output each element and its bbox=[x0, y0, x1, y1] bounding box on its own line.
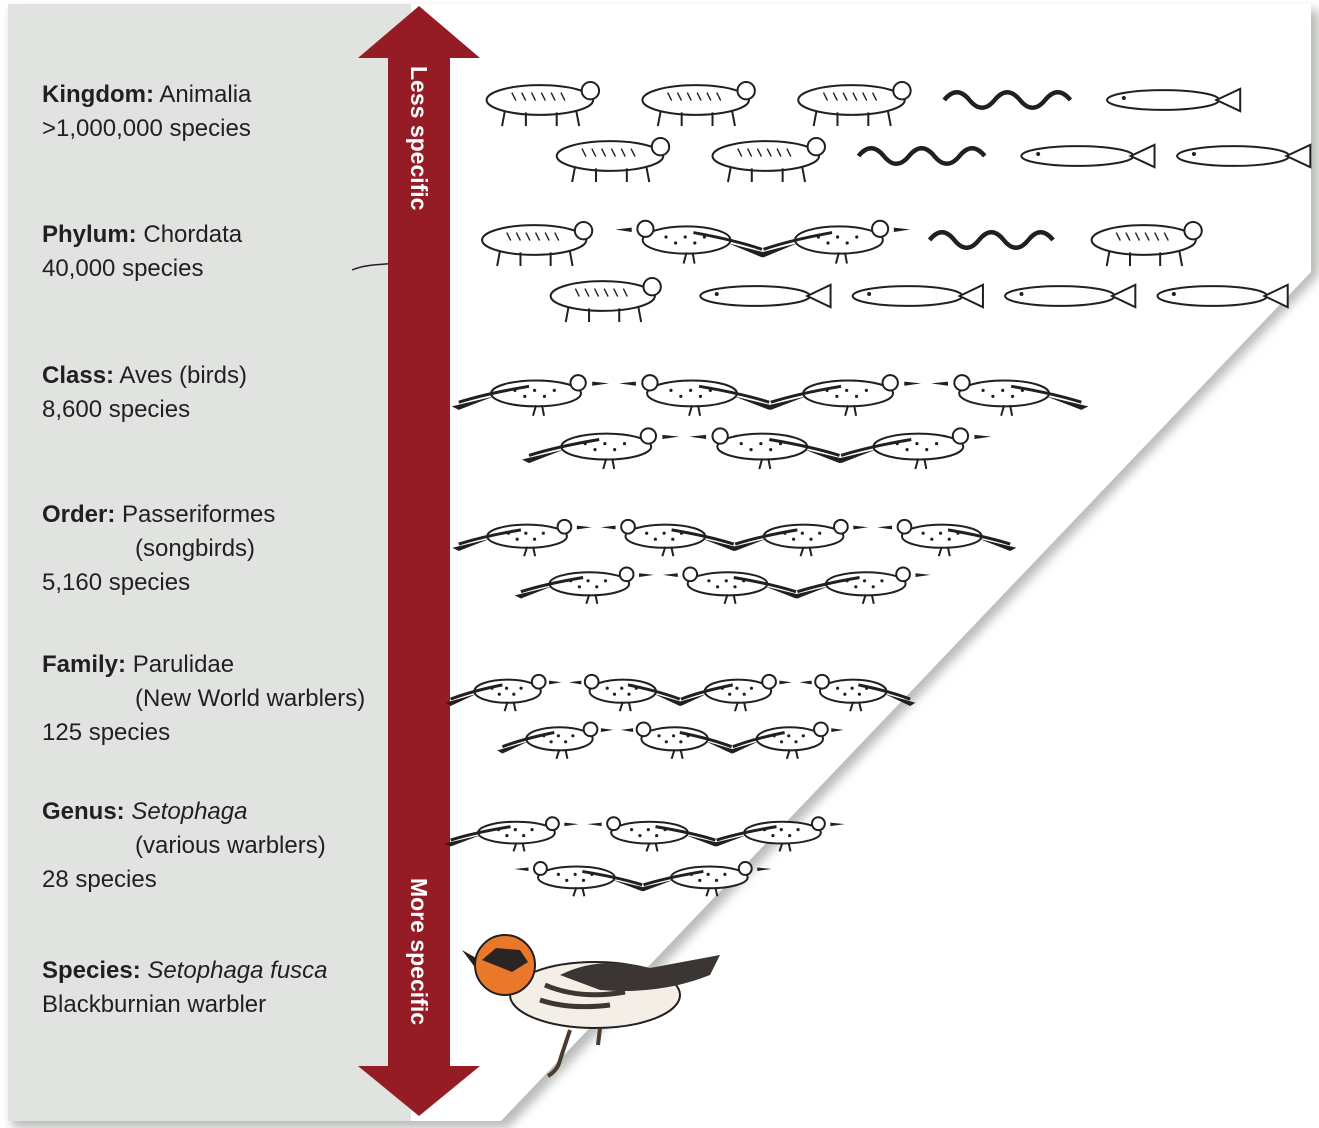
eagle-icon bbox=[521, 427, 680, 470]
warbler-icon bbox=[514, 861, 649, 897]
warbler-icon bbox=[497, 721, 614, 760]
taxon-name: Animalia bbox=[159, 81, 252, 108]
spider-icon bbox=[641, 81, 756, 127]
animal-illustrations bbox=[444, 81, 1312, 1078]
tiger-icon bbox=[549, 277, 662, 323]
rank-name: Family: bbox=[42, 651, 127, 678]
rank-order: Order: Passeriformes (songbirds) 5,160 s… bbox=[42, 498, 275, 600]
sunbird-icon bbox=[514, 566, 655, 605]
warbler-icon bbox=[710, 816, 845, 852]
eel-icon bbox=[1156, 283, 1289, 309]
snail-icon bbox=[711, 137, 826, 183]
taxon-name: Passeriformes bbox=[122, 501, 276, 528]
octopus-icon bbox=[555, 137, 671, 183]
worm-icon bbox=[942, 90, 1073, 110]
blackburnian-warbler-illustration bbox=[462, 934, 720, 1078]
warbler-icon bbox=[637, 861, 772, 897]
rank-name: Genus: bbox=[42, 798, 125, 825]
trout-icon bbox=[699, 283, 832, 309]
animal-row bbox=[481, 219, 1289, 323]
puffin-icon bbox=[931, 374, 1089, 417]
ostrich-icon bbox=[834, 427, 992, 470]
swallow-icon bbox=[791, 566, 931, 605]
warbler-icon bbox=[445, 673, 562, 712]
flamingo-icon bbox=[763, 374, 922, 417]
taxon-name: Aves (birds) bbox=[119, 362, 247, 389]
rank-name: Species: bbox=[42, 957, 141, 984]
animal-row bbox=[444, 816, 845, 897]
penguin-icon bbox=[756, 219, 911, 264]
rank-species: Species: Setophaga fusca Blackburnian wa… bbox=[42, 954, 328, 1022]
sponge-icon bbox=[1176, 143, 1312, 169]
rank-family: Family: Parulidae (New World warblers) 1… bbox=[42, 648, 365, 750]
turkey-icon bbox=[689, 427, 847, 470]
warbler-icon bbox=[727, 721, 844, 760]
taxon-name: Parulidae bbox=[132, 651, 235, 678]
taxon-name: Chordata bbox=[143, 221, 243, 248]
animal-row bbox=[452, 518, 1017, 605]
rank-name: Class: bbox=[42, 362, 115, 389]
label-panel bbox=[8, 4, 411, 1121]
flounder-icon bbox=[851, 283, 984, 309]
woodpecker-icon bbox=[451, 374, 610, 417]
snake-icon bbox=[927, 230, 1055, 250]
animal-row bbox=[485, 81, 1312, 183]
grosbeak-icon bbox=[877, 518, 1017, 557]
tapeworm-icon bbox=[856, 146, 987, 166]
more-specific-label: More specific bbox=[406, 878, 432, 1025]
wren-icon bbox=[452, 518, 592, 557]
warbler-icon bbox=[568, 673, 685, 712]
rank-kingdom: Kingdom: Animalia >1,000,000 species bbox=[42, 78, 251, 146]
starfish-icon bbox=[1106, 87, 1242, 113]
animal-row bbox=[451, 374, 1089, 470]
rank-name: Kingdom: bbox=[42, 81, 154, 108]
rank-class: Class: Aves (birds) 8,600 species bbox=[42, 359, 247, 427]
taxon-detail: (New World warblers) bbox=[135, 685, 366, 712]
species-count: 40,000 species bbox=[42, 255, 204, 282]
jellyfish-icon bbox=[1020, 143, 1156, 169]
species-count: >1,000,000 species bbox=[42, 115, 251, 142]
species-count: 5,160 species bbox=[42, 569, 191, 596]
less-specific-label: Less specific bbox=[406, 66, 432, 211]
species-count: 125 species bbox=[42, 719, 171, 746]
beetle-icon bbox=[797, 81, 912, 127]
redstart-icon bbox=[799, 673, 916, 712]
rank-genus: Genus: Setophaga (various warblers) 28 s… bbox=[42, 795, 326, 897]
rank-phylum: Phylum: Chordata 40,000 species bbox=[42, 218, 242, 286]
elephant-icon bbox=[485, 81, 601, 127]
shark-icon bbox=[1004, 283, 1137, 309]
taxon-name: Setophaga fusca bbox=[147, 957, 328, 984]
common-name: Blackburnian warbler bbox=[42, 991, 267, 1018]
specificity-arrow bbox=[358, 6, 480, 1116]
warbler-icon bbox=[675, 673, 792, 712]
taxon-name: Setophaga bbox=[131, 798, 248, 825]
species-count: 8,600 species bbox=[42, 396, 191, 423]
rank-name: Phylum: bbox=[42, 221, 137, 248]
animal-row bbox=[445, 673, 916, 760]
warbler-icon bbox=[444, 816, 579, 852]
jay-icon bbox=[728, 518, 869, 557]
species-count: 28 species bbox=[42, 866, 157, 893]
frog-icon bbox=[1090, 221, 1203, 267]
rank-name: Order: bbox=[42, 501, 116, 528]
taxon-detail: (various warblers) bbox=[135, 832, 326, 859]
rat-icon bbox=[481, 221, 594, 267]
taxon-detail: (songbirds) bbox=[135, 535, 256, 562]
